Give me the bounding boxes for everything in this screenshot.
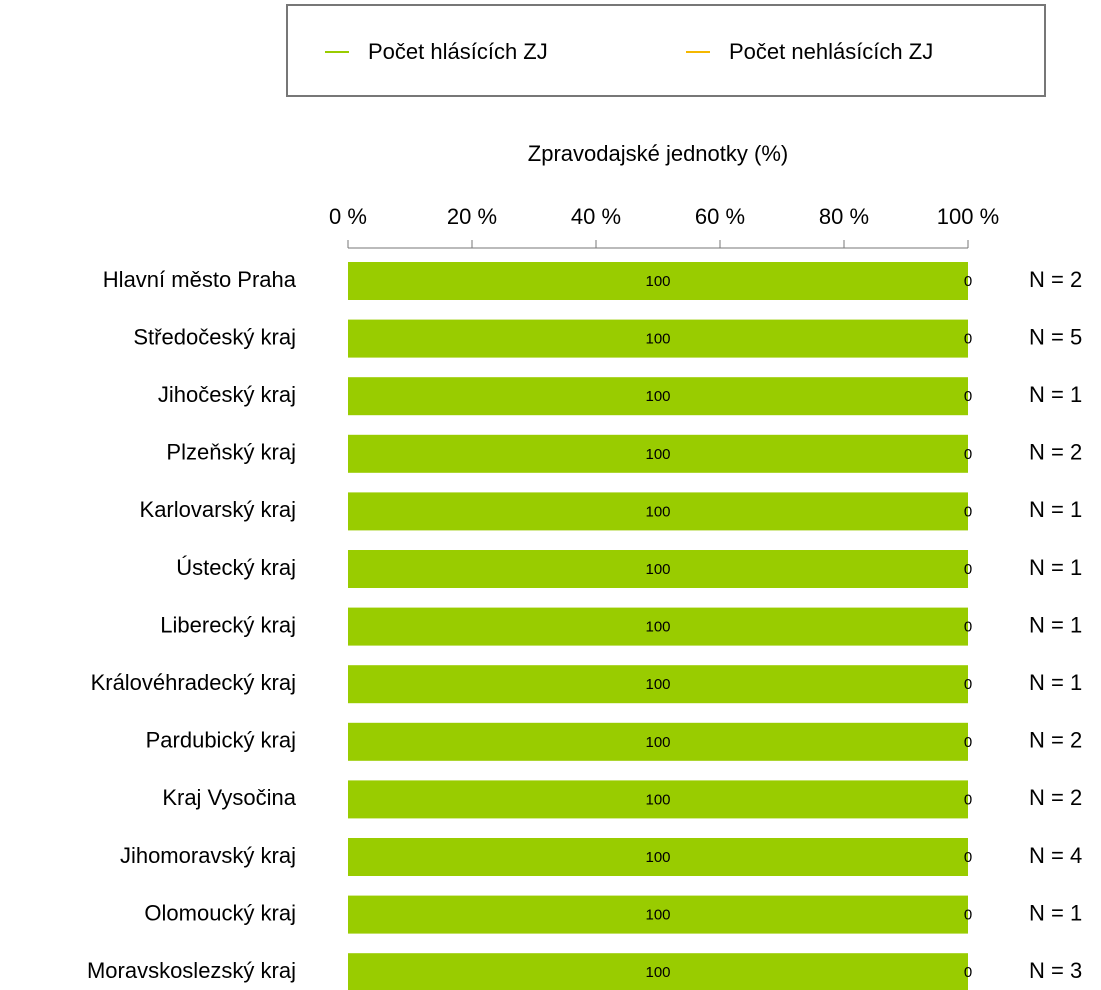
bar-segment [348,262,968,300]
bar-segment [348,319,968,358]
n-label: N = 2 [1029,785,1082,810]
category-label: Pardubický kraj [146,728,296,753]
category-label: Liberecký kraj [160,612,296,637]
n-label: N = 1 [1029,670,1082,695]
legend-box [286,4,1046,97]
n-label: N = 4 [1029,843,1082,868]
x-tick-label: 100 % [937,204,999,229]
value-label: 0 [964,446,972,463]
value-label: 100 [645,388,670,405]
x-tick-label: 60 % [695,204,745,229]
category-label: Jihočeský kraj [158,382,296,407]
value-label: 0 [964,503,972,520]
bar-segment [348,722,968,761]
value-label: 100 [645,907,670,924]
category-label: Královéhradecký kraj [91,670,296,695]
n-label: N = 2 [1029,728,1082,753]
n-label: N = 5 [1029,324,1082,349]
bar-segment [348,838,968,876]
bar-segment [348,895,968,934]
value-label: 0 [964,734,972,751]
axis-title: Zpravodajské jednotky (%) [528,141,788,166]
value-label: 100 [645,273,670,290]
category-label: Jihomoravský kraj [120,843,296,868]
n-label: N = 1 [1029,555,1082,580]
category-label: Středočeský kraj [133,324,296,349]
x-tick-label: 0 % [329,204,367,229]
category-label: Kraj Vysočina [162,785,296,810]
value-label: 100 [645,446,670,463]
value-label: 0 [964,561,972,578]
n-label: N = 2 [1029,267,1082,292]
value-label: 100 [645,676,670,693]
category-label: Ústecký kraj [176,555,296,580]
value-label: 0 [964,619,972,636]
value-label: 0 [964,791,972,808]
n-label: N = 1 [1029,497,1082,522]
bar-segment [348,550,968,588]
bar-segment [348,434,968,473]
bar-segment [348,607,968,646]
category-label: Moravskoslezský kraj [87,958,296,983]
n-label: N = 1 [1029,612,1082,637]
bar-segment [348,780,968,819]
value-label: 0 [964,331,972,348]
legend-label: Počet nehlásících ZJ [729,39,933,64]
value-label: 0 [964,676,972,693]
value-label: 100 [645,964,670,981]
category-label: Karlovarský kraj [140,497,296,522]
value-label: 100 [645,849,670,866]
category-label: Hlavní město Praha [103,267,297,292]
n-label: N = 1 [1029,382,1082,407]
x-tick-label: 40 % [571,204,621,229]
value-label: 100 [645,331,670,348]
n-label: N = 2 [1029,440,1082,465]
x-tick-label: 20 % [447,204,497,229]
legend-label: Počet hlásících ZJ [368,39,548,64]
value-label: 0 [964,964,972,981]
category-label: Plzeňský kraj [166,440,296,465]
value-label: 100 [645,503,670,520]
value-label: 0 [964,273,972,290]
bar-segment [348,665,968,704]
bar-segment [348,377,968,416]
n-label: N = 3 [1029,958,1082,983]
bar-segment [348,492,968,531]
n-label: N = 1 [1029,900,1082,925]
value-label: 100 [645,619,670,636]
value-label: 100 [645,561,670,578]
x-tick-label: 80 % [819,204,869,229]
value-label: 100 [645,791,670,808]
value-label: 100 [645,734,670,751]
bar-segment [348,953,968,990]
value-label: 0 [964,907,972,924]
value-label: 0 [964,849,972,866]
category-label: Olomoucký kraj [144,900,296,925]
value-label: 0 [964,388,972,405]
